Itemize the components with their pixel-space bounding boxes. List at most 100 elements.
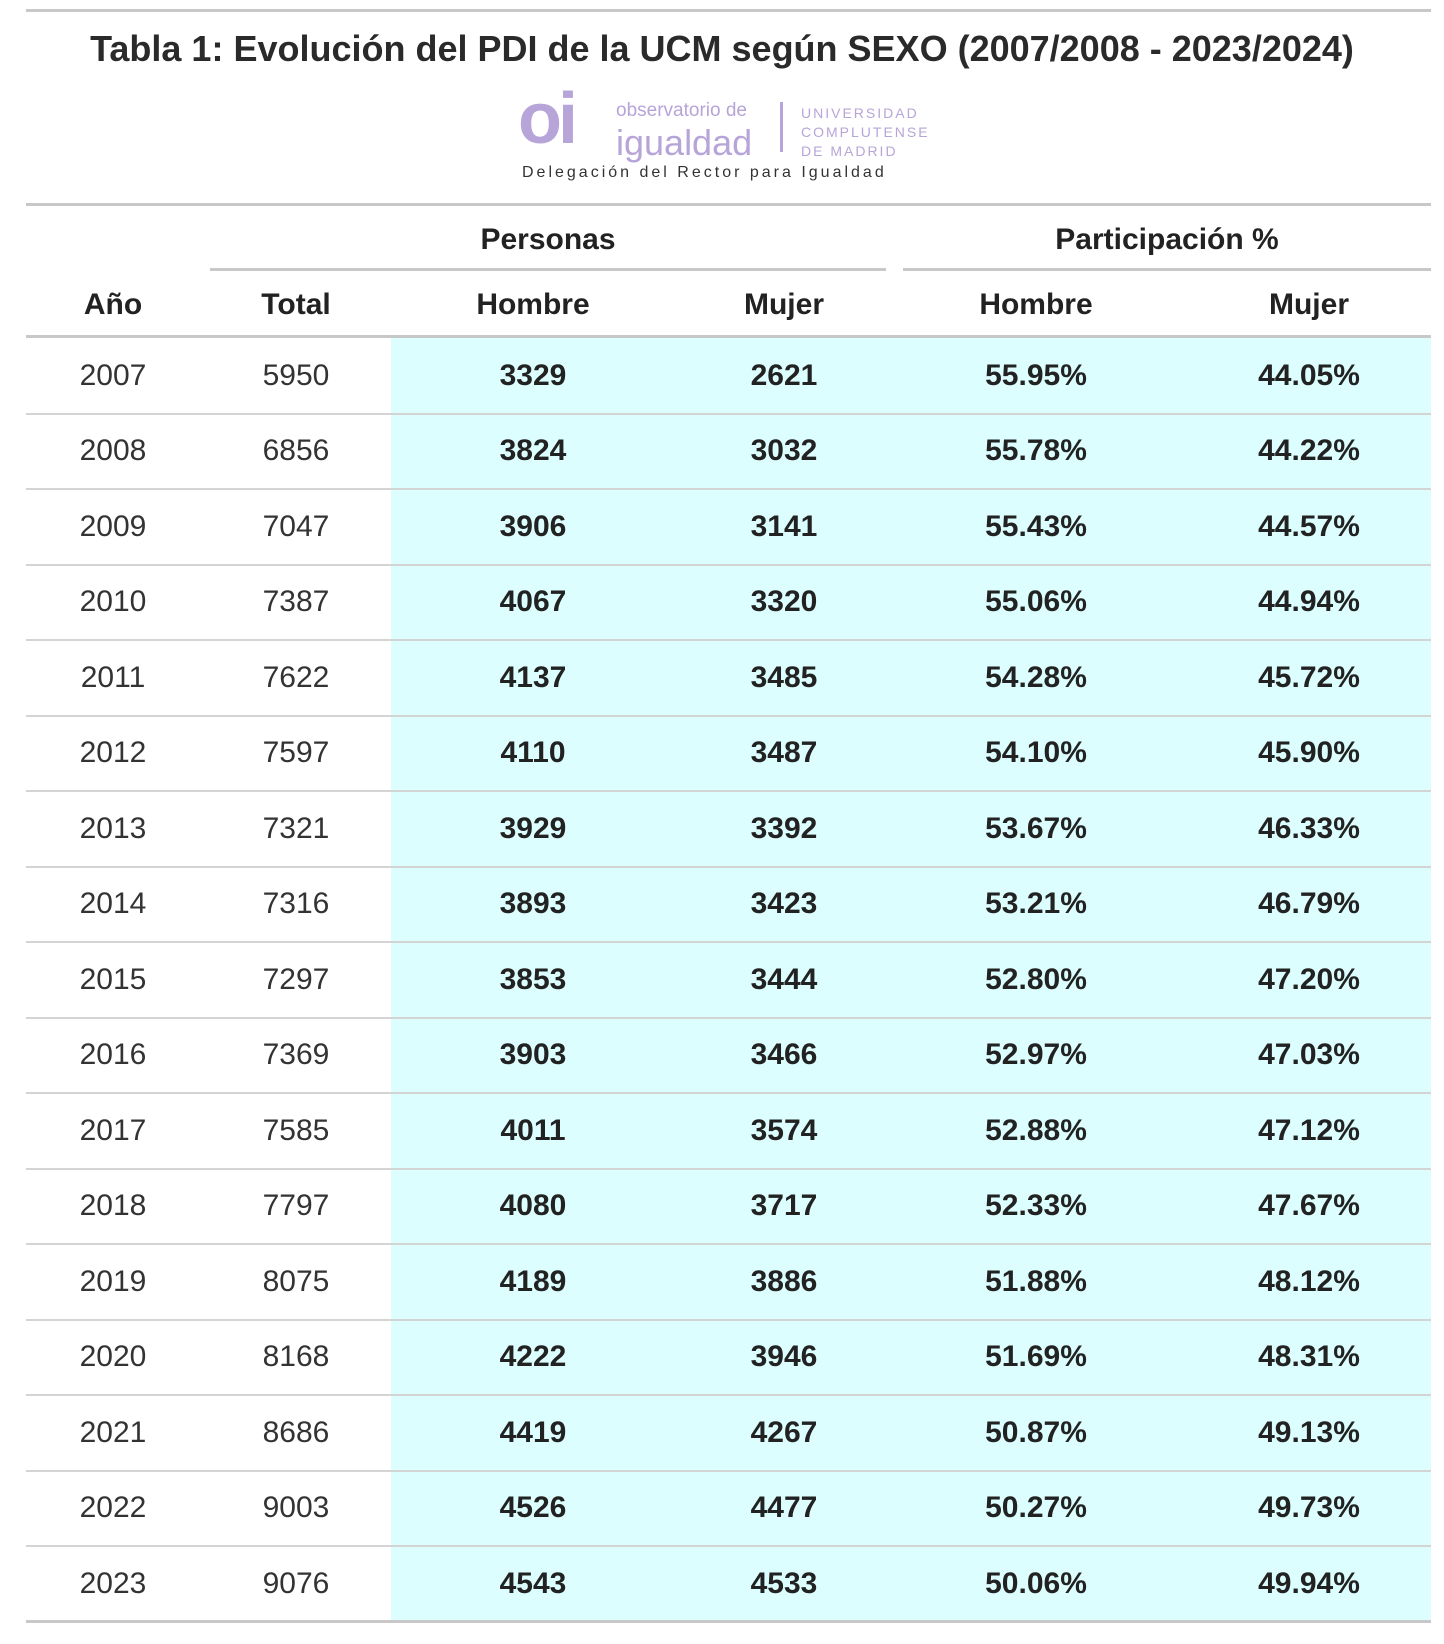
table-cell: 7597 <box>262 736 330 770</box>
table-cell: 3893 <box>499 887 567 921</box>
table-cell: 50.06% <box>985 1566 1087 1600</box>
logo-text: COMPLUTENSE <box>801 124 930 140</box>
table-cell: 2621 <box>750 358 818 392</box>
table-cell: 3392 <box>750 811 818 845</box>
row-divider <box>26 1545 1431 1547</box>
table-cell: 9076 <box>262 1566 330 1600</box>
table-cell: 53.21% <box>985 887 1087 921</box>
highlight-band <box>391 338 1431 1621</box>
table-cell: 4110 <box>500 736 566 770</box>
table-cell: 50.87% <box>985 1415 1087 1449</box>
logo-divider <box>780 102 783 152</box>
row-divider <box>26 639 1431 641</box>
column-rule <box>26 335 1431 338</box>
header-rule <box>26 203 1431 206</box>
table-cell: 46.79% <box>1258 887 1360 921</box>
table-cell: 7047 <box>262 509 330 543</box>
table-cell: 4533 <box>750 1566 818 1600</box>
table-cell: 49.94% <box>1258 1566 1360 1600</box>
table-cell: 7321 <box>262 811 330 845</box>
table-cell: 47.20% <box>1258 962 1360 996</box>
table-cell: 2020 <box>79 1340 147 1374</box>
table-cell: 2016 <box>79 1038 147 1072</box>
row-divider <box>26 488 1431 490</box>
bottom-rule <box>26 1620 1431 1623</box>
table-cell: 2007 <box>79 358 147 392</box>
table-cell: 3329 <box>499 358 567 392</box>
table-cell: 45.90% <box>1258 736 1360 770</box>
table-cell: 2023 <box>79 1566 147 1600</box>
table-cell: 2013 <box>79 811 147 845</box>
table-cell: 54.28% <box>985 660 1087 694</box>
table-cell: 3929 <box>499 811 567 845</box>
table-cell: 52.88% <box>985 1113 1087 1147</box>
table-cell: 54.10% <box>985 736 1087 770</box>
table-cell: 45.72% <box>1258 660 1360 694</box>
table-cell: 47.12% <box>1258 1113 1360 1147</box>
table-cell: 52.80% <box>985 962 1087 996</box>
table-cell: 3886 <box>750 1264 818 1298</box>
table-cell: 3574 <box>750 1113 818 1147</box>
logo-text: observatorio de <box>616 100 747 121</box>
table-cell: 49.73% <box>1258 1491 1360 1525</box>
column-header: Hombre <box>979 288 1093 321</box>
group-header: Participación % <box>1055 223 1279 256</box>
table-cell: 4011 <box>500 1113 566 1147</box>
table-cell: 2011 <box>80 660 146 694</box>
group-header: Personas <box>480 223 616 256</box>
table-cell: 7622 <box>262 660 330 694</box>
table-cell: 50.27% <box>985 1491 1087 1525</box>
table-cell: 52.33% <box>985 1189 1087 1223</box>
top-rule <box>26 9 1431 12</box>
table-cell: 3444 <box>750 962 818 996</box>
table-cell: 5950 <box>262 358 330 392</box>
table-cell: 2009 <box>79 509 147 543</box>
table-cell: 51.69% <box>985 1340 1087 1374</box>
table-cell: 7369 <box>262 1038 330 1072</box>
row-divider <box>26 1394 1431 1396</box>
column-header: Año <box>83 288 143 321</box>
table-cell: 53.67% <box>985 811 1087 845</box>
table-cell: 4067 <box>499 585 567 619</box>
table-cell: 6856 <box>262 434 330 468</box>
row-divider <box>26 1092 1431 1094</box>
table-cell: 3906 <box>499 509 567 543</box>
table-cell: 47.03% <box>1258 1038 1360 1072</box>
logo-tagline: Delegación del Rector para Igualdad <box>522 164 887 181</box>
row-divider <box>26 790 1431 792</box>
table-cell: 55.78% <box>985 434 1087 468</box>
row-divider <box>26 1318 1431 1321</box>
table-cell: 51.88% <box>985 1264 1087 1298</box>
table-cell: 3485 <box>750 660 818 694</box>
table-cell: 3141 <box>750 509 818 543</box>
row-divider <box>26 563 1431 566</box>
table-cell: 3320 <box>750 585 818 619</box>
table-cell: 44.05% <box>1258 358 1360 392</box>
table-cell: 3423 <box>750 887 818 921</box>
table-cell: 4526 <box>499 1491 567 1525</box>
table-cell: 4419 <box>499 1415 567 1449</box>
logo-mark: oi <box>518 79 578 159</box>
table-cell: 7316 <box>262 887 330 921</box>
table-cell: 8686 <box>262 1415 330 1449</box>
table-cell: 4189 <box>499 1264 567 1298</box>
row-divider <box>26 1016 1431 1019</box>
table-cell: 48.12% <box>1258 1264 1360 1298</box>
column-header: Mujer <box>743 288 825 321</box>
table-cell: 9003 <box>262 1491 330 1525</box>
table-cell: 2015 <box>79 962 147 996</box>
table-cell: 2014 <box>79 887 147 921</box>
table-cell: 2010 <box>79 585 147 619</box>
logo-text: DE MADRID <box>801 143 898 159</box>
table-cell: 4477 <box>750 1491 818 1525</box>
row-divider <box>26 941 1431 943</box>
table-cell: 2019 <box>79 1264 147 1298</box>
column-header: Total <box>261 288 331 321</box>
table-cell: 4222 <box>499 1340 567 1374</box>
table-cell: 3032 <box>750 434 818 468</box>
table-cell: 2008 <box>79 434 147 468</box>
table-cell: 7585 <box>262 1113 330 1147</box>
table-cell: 7297 <box>262 962 330 996</box>
table-cell: 48.31% <box>1258 1340 1360 1374</box>
table-cell: 44.94% <box>1258 585 1360 619</box>
